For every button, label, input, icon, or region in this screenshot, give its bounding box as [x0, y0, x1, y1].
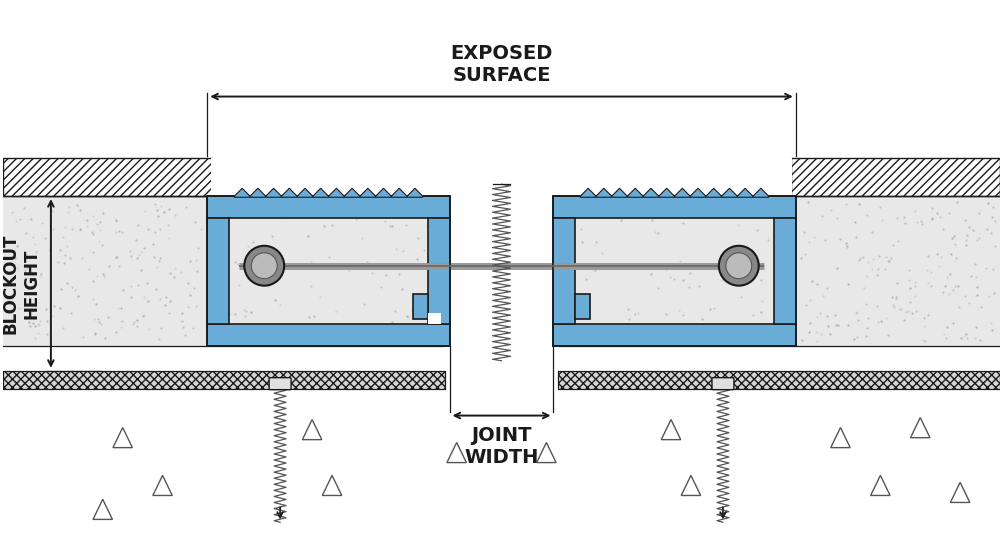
Bar	[207, 196, 450, 346]
Bar	[558, 371, 1000, 388]
Bar	[553, 324, 796, 346]
Text: BLOCKOUT
HEIGHT: BLOCKOUT HEIGHT	[2, 233, 40, 334]
Polygon shape	[322, 476, 342, 495]
Bar	[553, 196, 796, 346]
Polygon shape	[234, 188, 423, 197]
Bar	[3, 371, 445, 388]
Bar	[3, 158, 212, 196]
Polygon shape	[537, 442, 556, 463]
Bar	[558, 371, 1000, 388]
Circle shape	[719, 246, 759, 285]
Circle shape	[244, 246, 284, 285]
Polygon shape	[911, 418, 930, 437]
Bar	[207, 196, 450, 346]
Polygon shape	[153, 476, 172, 495]
Bar	[791, 158, 1000, 196]
Polygon shape	[871, 476, 890, 495]
Circle shape	[726, 253, 752, 279]
Polygon shape	[950, 482, 970, 503]
Bar	[796, 196, 1000, 346]
Bar	[428, 313, 441, 324]
Bar	[553, 218, 575, 324]
Bar	[207, 324, 450, 346]
Bar	[774, 218, 796, 324]
Bar	[3, 196, 207, 346]
Circle shape	[251, 253, 277, 279]
Bar	[553, 196, 796, 346]
Bar	[211, 158, 792, 196]
Text: EXPOSED
SURFACE: EXPOSED SURFACE	[450, 44, 553, 85]
Text: JOINT
WIDTH: JOINT WIDTH	[464, 425, 539, 467]
Bar	[207, 218, 229, 324]
Polygon shape	[831, 428, 850, 447]
Bar	[413, 294, 428, 319]
Polygon shape	[661, 419, 681, 440]
Polygon shape	[447, 442, 466, 463]
FancyBboxPatch shape	[269, 377, 291, 390]
Bar	[3, 371, 445, 388]
Bar	[575, 294, 590, 319]
Bar	[553, 196, 796, 218]
Polygon shape	[302, 419, 322, 440]
Polygon shape	[93, 499, 112, 520]
Polygon shape	[113, 428, 132, 447]
Bar	[428, 218, 450, 324]
FancyBboxPatch shape	[712, 377, 734, 390]
Polygon shape	[681, 476, 701, 495]
Bar	[207, 196, 450, 218]
Polygon shape	[580, 188, 769, 197]
